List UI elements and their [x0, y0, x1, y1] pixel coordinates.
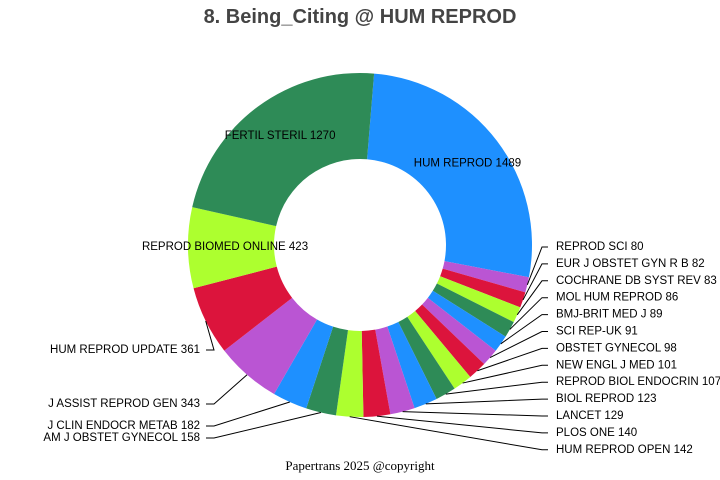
label-mol-hum-reprod: MOL HUM REPROD 86: [556, 292, 678, 304]
leader-hum-reprod-update: [205, 320, 215, 351]
label-biol-reprod: BIOL REPROD 123: [556, 393, 657, 405]
slice-hum-reprod-open: [335, 330, 364, 417]
slice-new-engl-j-med: [407, 311, 471, 389]
leader-j-clin-endocr-metab: [206, 401, 290, 427]
label-reprod-biomed-online: REPROD BIOMED ONLINE 423: [142, 241, 308, 253]
slice-lancet: [375, 326, 415, 415]
label-hum-reprod: HUM REPROD 1489: [414, 157, 521, 169]
slice-mol-hum-reprod: [432, 283, 514, 337]
slice-bmj-brit-med-j: [427, 290, 506, 351]
slice-j-clin-endocr-metab: [274, 319, 334, 409]
label-reprod-biol-endocrin: REPROD BIOL ENDOCRIN 107: [556, 376, 720, 388]
label-j-assist-reprod-gen: J ASSIST REPROD GEN 343: [48, 398, 200, 410]
label-new-engl-j-med: NEW ENGL J MED 101: [556, 359, 677, 371]
slice-eur-j-obstet-gyn-r-b: [440, 268, 526, 308]
leader-plos-one: [376, 415, 548, 434]
slice-am-j-obstet-gynecol: [306, 326, 348, 416]
label-plos-one: PLOS ONE 140: [556, 427, 637, 439]
slice-sci-rep-uk: [422, 297, 496, 365]
slice-labels-group: HUM REPROD 1489 REPROD BIOMED ONLINE 423 F…: [43, 130, 720, 456]
label-obstet-gynecol: OBSTET GYNECOL 98: [556, 342, 677, 354]
label-fertil-steril: FERTIL STERIL 1270: [225, 130, 336, 142]
leader-reprod-biol-endocrin: [445, 381, 548, 395]
slice-obstet-gynecol: [415, 304, 485, 378]
slice-hum-reprod-update: [193, 266, 293, 351]
label-hum-reprod-open: HUM REPROD OPEN 142: [556, 444, 693, 456]
leader-new-engl-j-med: [462, 364, 548, 384]
slice-reprod-sci: [442, 261, 529, 293]
leader-lancet: [402, 411, 548, 417]
label-cochrane-db-syst-rev: COCHRANE DB SYST REV 83: [556, 275, 717, 287]
leader-mol-hum-reprod: [509, 297, 548, 330]
leader-bmj-brit-med-j: [500, 314, 548, 345]
leader-am-j-obstet-gynecol: [206, 412, 322, 439]
leader-lines-group: [205, 246, 548, 451]
leader-cochrane-db-syst-rev: [516, 280, 548, 316]
leader-hum-reprod-open: [349, 416, 548, 451]
leader-eur-j-obstet-gyn-r-b: [522, 263, 548, 301]
footer-copyright: Papertrans 2025 @copyright: [285, 458, 435, 473]
slice-fertil-steril: [192, 73, 375, 227]
label-bmj-brit-med-j: BMJ-BRIT MED J 89: [556, 309, 663, 321]
label-j-clin-endocr-metab: J CLIN ENDOCR METAB 182: [47, 420, 200, 432]
leader-biol-reprod: [425, 398, 548, 405]
label-lancet: LANCET 129: [556, 410, 624, 422]
chart-title: 8. Being_Citing @ HUM REPROD: [203, 6, 517, 28]
slice-j-assist-reprod-gen: [224, 297, 318, 394]
slice-plos-one: [361, 329, 391, 417]
leader-sci-rep-uk: [489, 331, 548, 358]
slice-reprod-biol-endocrin: [398, 316, 455, 400]
leader-obstet-gynecol: [477, 347, 548, 372]
slice-biol-reprod: [387, 322, 437, 409]
label-sci-rep-uk: SCI REP-UK 91: [556, 326, 638, 338]
label-reprod-sci: REPROD SCI 80: [556, 241, 644, 253]
slice-hum-reprod: [367, 73, 532, 278]
label-am-j-obstet-gynecol: AM J OBSTET GYNECOL 158: [43, 432, 200, 444]
label-eur-j-obstet-gyn-r-b: EUR J OBSTET GYN R B 82: [556, 258, 705, 270]
label-hum-reprod-update: HUM REPROD UPDATE 361: [50, 344, 200, 356]
slices-group: [188, 73, 532, 417]
leader-reprod-sci: [526, 246, 548, 286]
leader-j-assist-reprod-gen: [206, 374, 248, 405]
slice-reprod-biomed-online: [188, 207, 277, 289]
slice-cochrane-db-syst-rev: [436, 276, 521, 323]
